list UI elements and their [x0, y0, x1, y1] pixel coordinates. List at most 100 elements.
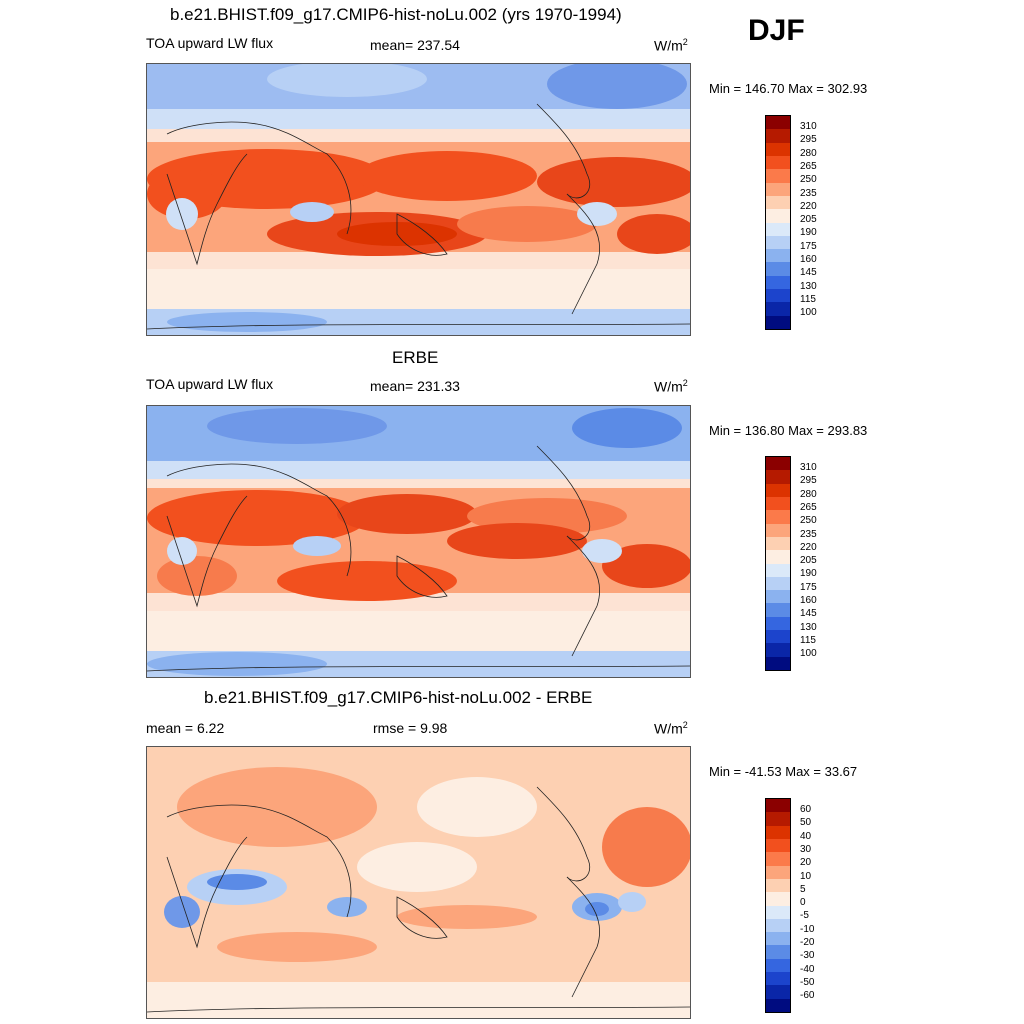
tick: 250 [800, 515, 817, 527]
colorbar-swatch [766, 222, 790, 236]
tick: 130 [800, 621, 817, 633]
panel2-units: W/m2 [654, 378, 688, 395]
tick: 100 [800, 307, 817, 319]
tick: 115 [800, 634, 816, 646]
tick: 295 [800, 475, 817, 487]
tick: 235 [800, 187, 817, 199]
tick: 265 [800, 160, 817, 172]
tick: 115 [800, 293, 816, 305]
panel1-title: b.e21.BHIST.f09_g17.CMIP6-hist-noLu.002 … [170, 5, 622, 24]
colorbar-swatch [766, 878, 790, 893]
colorbar-swatch [766, 523, 790, 537]
tick: 10 [800, 870, 812, 882]
panel2-colorbar [765, 456, 791, 671]
panel1-units: W/m2 [654, 37, 688, 54]
panel3-title: b.e21.BHIST.f09_g17.CMIP6-hist-noLu.002 … [204, 688, 593, 707]
colorbar-swatch [766, 169, 790, 183]
panel3-colorbar [765, 798, 791, 1013]
tick: 175 [800, 240, 817, 252]
tick: 145 [800, 608, 817, 620]
colorbar-swatch [766, 209, 790, 223]
tick: 280 [800, 147, 817, 159]
tick: 160 [800, 254, 817, 265]
panel3-map [146, 746, 691, 1019]
tick: 235 [800, 528, 817, 540]
colorbar-swatch [766, 972, 790, 986]
colorbar-swatch [766, 510, 790, 524]
panel1-minmax: Min = 146.70 Max = 302.93 [709, 81, 868, 96]
colorbar-swatch [766, 275, 790, 290]
tick: -5 [800, 910, 809, 922]
panel2-left-label: TOA upward LW flux [146, 376, 274, 392]
panel3-mean-label: mean = 6.22 [146, 720, 225, 736]
tick: 280 [800, 488, 817, 500]
colorbar-swatch [766, 262, 790, 276]
colorbar-swatch [766, 799, 790, 813]
colorbar-swatch [766, 129, 790, 143]
colorbar-swatch [766, 932, 790, 946]
tick: 60 [800, 804, 812, 815]
panel1-mean-label: mean= 237.54 [370, 37, 460, 53]
tick: 0 [800, 897, 806, 909]
colorbar-swatch [766, 812, 790, 826]
colorbar-swatch [766, 116, 790, 130]
colorbar-swatch [766, 155, 790, 170]
panel3-minmax: Min = -41.53 Max = 33.67 [709, 764, 858, 779]
tick: 220 [800, 541, 817, 553]
tick: 20 [800, 857, 812, 869]
colorbar-swatch [766, 142, 790, 156]
tick: -10 [800, 923, 815, 935]
colorbar-swatch [766, 616, 790, 631]
colorbar-swatch [766, 958, 790, 973]
panel2-title: ERBE [392, 348, 439, 367]
colorbar-swatch [766, 470, 790, 484]
panel2-map [146, 405, 691, 678]
colorbar-swatch [766, 315, 790, 329]
colorbar-swatch [766, 825, 790, 839]
panel1-map [146, 63, 691, 336]
colorbar-swatch [766, 536, 790, 551]
panel1-colorbar [765, 115, 791, 330]
tick: 190 [800, 227, 817, 239]
panel3-units: W/m2 [654, 720, 688, 737]
tick: -60 [800, 990, 815, 1002]
colorbar-swatch [766, 945, 790, 959]
tick: 190 [800, 568, 817, 580]
colorbar-swatch [766, 249, 790, 263]
tick: 220 [800, 200, 817, 212]
colorbar-swatch [766, 457, 790, 471]
colorbar-swatch [766, 838, 790, 853]
colorbar-swatch [766, 235, 790, 250]
tick: 175 [800, 581, 817, 593]
colorbar-swatch [766, 918, 790, 933]
colorbar-swatch [766, 302, 790, 316]
colorbar-swatch [766, 195, 790, 210]
colorbar-swatch [766, 483, 790, 497]
panel2-minmax: Min = 136.80 Max = 293.83 [709, 423, 868, 438]
tick: 310 [800, 121, 817, 132]
tick: 310 [800, 462, 817, 473]
tick: 30 [800, 843, 812, 855]
colorbar-swatch [766, 656, 790, 670]
colorbar-swatch [766, 182, 790, 196]
tick: 160 [800, 595, 817, 606]
panel3-rmse-label: rmse = 9.98 [373, 720, 448, 736]
colorbar-swatch [766, 289, 790, 303]
panel1-left-label: TOA upward LW flux [146, 35, 274, 51]
tick: 205 [800, 555, 817, 567]
colorbar-swatch [766, 550, 790, 564]
tick: 50 [800, 817, 812, 829]
colorbar-swatch [766, 852, 790, 866]
colorbar-swatch [766, 985, 790, 999]
colorbar-swatch [766, 496, 790, 511]
tick: -50 [800, 976, 815, 988]
panel2-mean-label: mean= 231.33 [370, 378, 460, 394]
colorbar-swatch [766, 998, 790, 1012]
tick: 100 [800, 648, 817, 660]
tick: 265 [800, 501, 817, 513]
tick: 130 [800, 280, 817, 292]
colorbar-swatch [766, 865, 790, 879]
season-label: DJF [748, 14, 805, 47]
tick: 205 [800, 214, 817, 226]
tick: 250 [800, 174, 817, 186]
